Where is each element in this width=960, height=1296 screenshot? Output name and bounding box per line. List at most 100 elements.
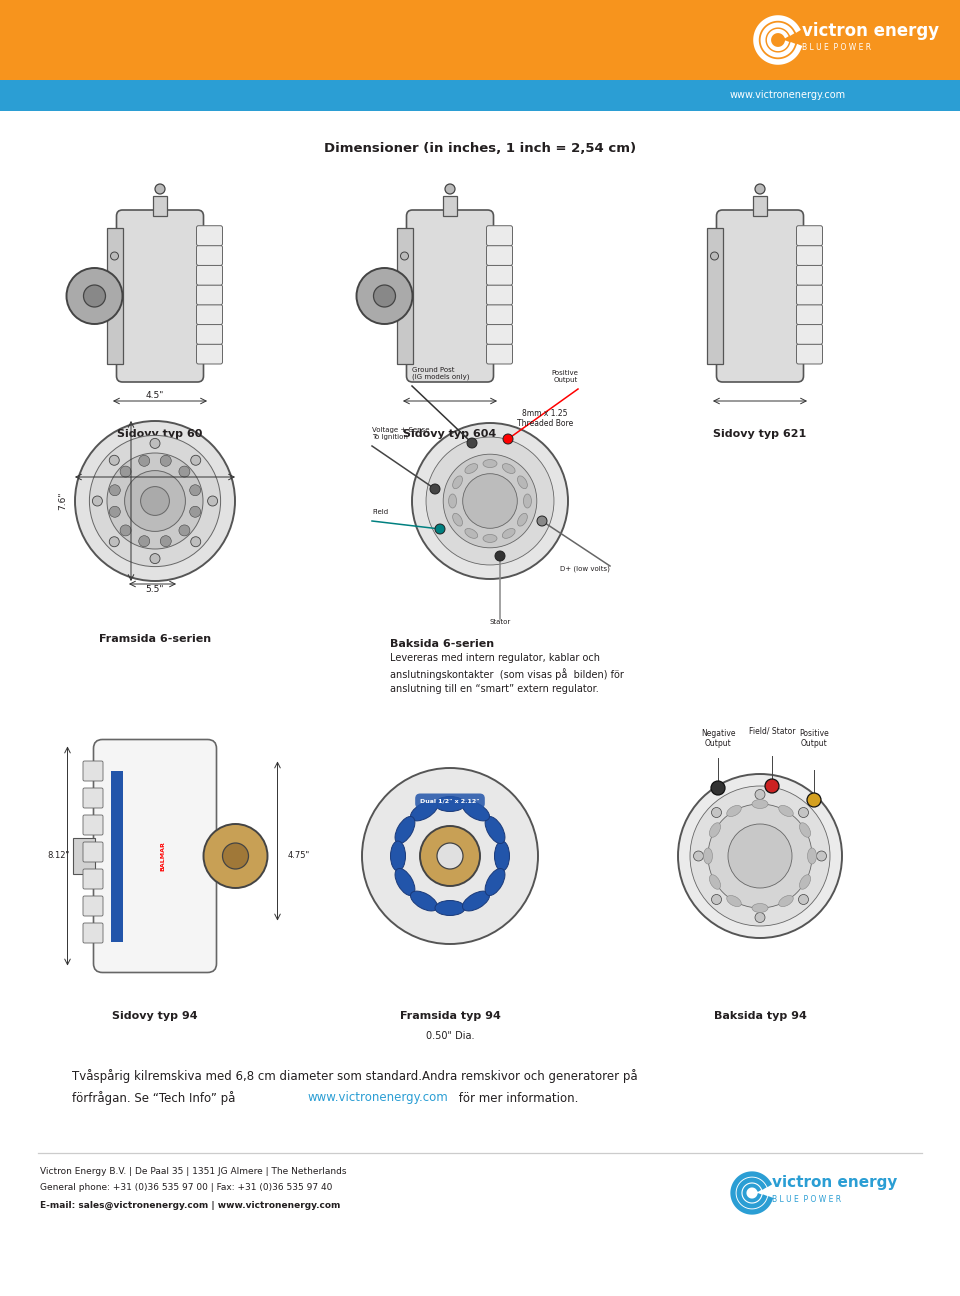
Circle shape — [755, 789, 765, 800]
Text: Sidovy typ 621: Sidovy typ 621 — [713, 429, 806, 439]
Circle shape — [66, 268, 123, 324]
Text: Dual 1/2" x 2.12": Dual 1/2" x 2.12" — [420, 798, 480, 804]
Circle shape — [139, 455, 150, 467]
Circle shape — [223, 842, 249, 870]
Circle shape — [160, 455, 171, 467]
Circle shape — [710, 251, 718, 260]
FancyBboxPatch shape — [797, 245, 823, 266]
FancyBboxPatch shape — [487, 285, 513, 305]
Circle shape — [690, 785, 830, 927]
Circle shape — [435, 524, 445, 534]
FancyBboxPatch shape — [83, 842, 103, 862]
Circle shape — [426, 437, 554, 565]
Text: 8mm x 1.25
Threaded Bore: 8mm x 1.25 Threaded Bore — [516, 410, 573, 429]
Circle shape — [89, 435, 221, 566]
Circle shape — [400, 251, 409, 260]
FancyBboxPatch shape — [197, 305, 223, 324]
Text: Positive
Output: Positive Output — [799, 728, 828, 748]
FancyBboxPatch shape — [197, 343, 223, 364]
Ellipse shape — [517, 513, 527, 526]
Circle shape — [467, 438, 477, 448]
Text: Framsida 6-serien: Framsida 6-serien — [99, 634, 211, 644]
Text: BALMAR: BALMAR — [160, 841, 165, 871]
Ellipse shape — [502, 464, 516, 473]
Text: Positive
Output: Positive Output — [551, 369, 578, 384]
Text: 4.75": 4.75" — [287, 851, 310, 861]
Bar — [707, 228, 723, 364]
Bar — [396, 228, 413, 364]
Ellipse shape — [463, 892, 490, 911]
Ellipse shape — [396, 868, 415, 896]
Circle shape — [537, 516, 547, 526]
Text: E-mail: sales@victronenergy.com | www.victronenergy.com: E-mail: sales@victronenergy.com | www.vi… — [40, 1200, 341, 1209]
FancyBboxPatch shape — [487, 266, 513, 285]
Bar — [73, 839, 94, 874]
Text: förfrågan. Se “Tech Info” på: förfrågan. Se “Tech Info” på — [72, 1091, 239, 1105]
Circle shape — [191, 455, 201, 465]
Circle shape — [412, 422, 568, 579]
Ellipse shape — [391, 841, 405, 871]
FancyBboxPatch shape — [487, 226, 513, 246]
Text: 5.5": 5.5" — [146, 584, 164, 594]
Circle shape — [109, 455, 119, 465]
Text: Negative
Output: Negative Output — [701, 728, 735, 748]
FancyBboxPatch shape — [406, 210, 493, 382]
Ellipse shape — [752, 800, 768, 809]
Ellipse shape — [709, 823, 721, 837]
Circle shape — [708, 804, 812, 908]
Bar — [110, 771, 123, 941]
Text: Field: Field — [372, 509, 388, 515]
Text: Voltage + Sense
To Ignition: Voltage + Sense To Ignition — [372, 426, 429, 441]
FancyBboxPatch shape — [197, 285, 223, 305]
Bar — [107, 228, 123, 364]
Circle shape — [711, 894, 722, 905]
Circle shape — [373, 285, 396, 307]
FancyBboxPatch shape — [83, 788, 103, 807]
Ellipse shape — [448, 494, 457, 508]
FancyBboxPatch shape — [487, 305, 513, 324]
Circle shape — [362, 769, 538, 943]
Text: Baksida 6-serien: Baksida 6-serien — [390, 639, 494, 649]
Circle shape — [430, 483, 440, 494]
Text: General phone: +31 (0)36 535 97 00 | Fax: +31 (0)36 535 97 40: General phone: +31 (0)36 535 97 00 | Fax… — [40, 1183, 332, 1192]
Ellipse shape — [523, 494, 532, 508]
FancyBboxPatch shape — [83, 896, 103, 916]
Bar — [153, 196, 167, 216]
Circle shape — [728, 824, 792, 888]
Ellipse shape — [435, 797, 465, 811]
Text: www.victronenergy.com: www.victronenergy.com — [307, 1091, 447, 1104]
Bar — [443, 196, 457, 216]
Text: Sidovy typ 604: Sidovy typ 604 — [403, 429, 496, 439]
FancyBboxPatch shape — [716, 210, 804, 382]
FancyBboxPatch shape — [197, 226, 223, 246]
Text: Framsida typ 94: Framsida typ 94 — [399, 1011, 500, 1021]
Ellipse shape — [485, 816, 505, 844]
Circle shape — [139, 535, 150, 547]
Circle shape — [799, 807, 808, 818]
Circle shape — [817, 851, 827, 861]
Circle shape — [463, 474, 517, 529]
Ellipse shape — [396, 816, 415, 844]
Ellipse shape — [727, 805, 741, 816]
FancyBboxPatch shape — [797, 305, 823, 324]
Ellipse shape — [517, 476, 527, 489]
FancyBboxPatch shape — [83, 923, 103, 943]
FancyBboxPatch shape — [83, 815, 103, 835]
Text: 0.50" Dia.: 0.50" Dia. — [425, 1032, 474, 1041]
Circle shape — [120, 525, 132, 537]
FancyBboxPatch shape — [197, 245, 223, 266]
Ellipse shape — [411, 801, 438, 820]
Circle shape — [711, 807, 722, 818]
Circle shape — [445, 184, 455, 194]
Circle shape — [160, 535, 171, 547]
Circle shape — [204, 824, 268, 888]
FancyBboxPatch shape — [487, 343, 513, 364]
Ellipse shape — [727, 896, 741, 907]
Circle shape — [207, 496, 218, 505]
Circle shape — [92, 496, 103, 505]
FancyBboxPatch shape — [197, 266, 223, 285]
Circle shape — [444, 454, 537, 548]
Circle shape — [155, 184, 165, 194]
Ellipse shape — [779, 805, 793, 816]
Ellipse shape — [779, 896, 793, 907]
